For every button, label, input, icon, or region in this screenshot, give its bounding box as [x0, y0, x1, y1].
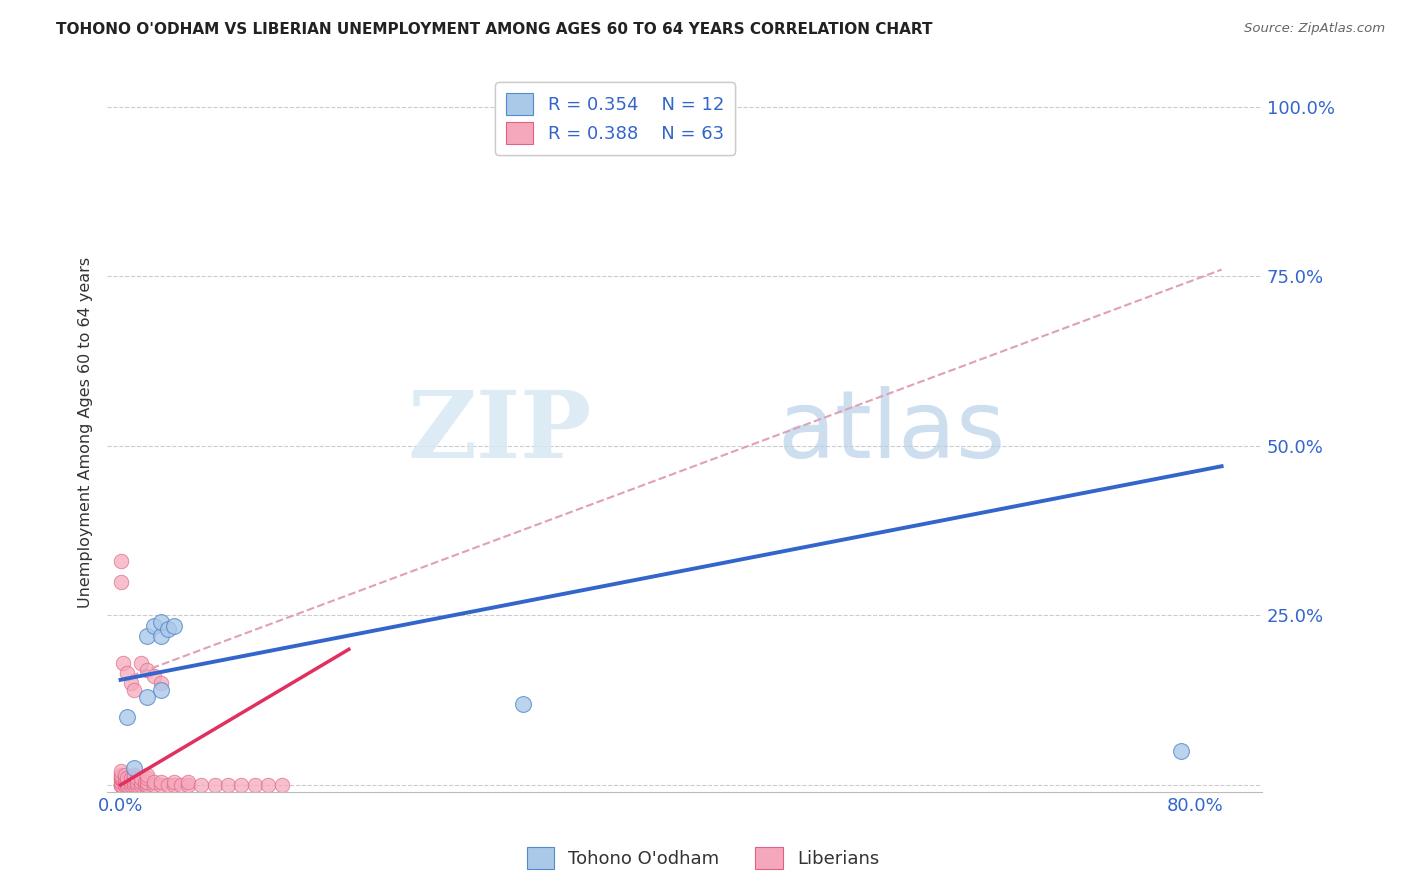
Point: [149, 615, 172, 630]
Point: [163, 778, 186, 792]
Point: [149, 774, 172, 789]
Point: [143, 618, 166, 632]
Point: [117, 778, 139, 792]
Point: [136, 778, 159, 792]
Point: [136, 774, 159, 789]
Point: [270, 778, 292, 792]
Point: [114, 774, 136, 789]
Point: [110, 771, 132, 785]
Point: [122, 774, 145, 789]
Point: [112, 656, 135, 670]
Point: [110, 770, 132, 784]
Point: [143, 778, 166, 792]
Point: [122, 768, 145, 782]
Point: [120, 676, 142, 690]
Point: [110, 764, 132, 779]
Point: [136, 768, 159, 782]
Point: [114, 778, 136, 792]
Point: [122, 778, 145, 792]
Text: Source: ZipAtlas.com: Source: ZipAtlas.com: [1244, 22, 1385, 36]
Text: ZIP: ZIP: [408, 387, 592, 477]
Point: [163, 774, 186, 789]
Text: atlas: atlas: [778, 386, 1005, 478]
Point: [122, 771, 145, 785]
Text: TOHONO O'ODHAM VS LIBERIAN UNEMPLOYMENT AMONG AGES 60 TO 64 YEARS CORRELATION CH: TOHONO O'ODHAM VS LIBERIAN UNEMPLOYMENT …: [56, 22, 932, 37]
Legend: R = 0.354    N = 12, R = 0.388    N = 63: R = 0.354 N = 12, R = 0.388 N = 63: [495, 82, 735, 155]
Point: [110, 768, 132, 782]
Point: [136, 663, 159, 677]
Point: [117, 771, 139, 785]
Point: [136, 629, 159, 643]
Point: [143, 669, 166, 683]
Point: [117, 710, 139, 724]
Point: [122, 761, 145, 775]
Legend: Tohono O'odham, Liberians: Tohono O'odham, Liberians: [517, 838, 889, 879]
Point: [129, 778, 152, 792]
Point: [190, 778, 212, 792]
Point: [134, 778, 156, 792]
Point: [217, 778, 239, 792]
Point: [1170, 744, 1192, 758]
Point: [125, 771, 148, 785]
Point: [149, 683, 172, 698]
Point: [129, 774, 152, 789]
Point: [136, 690, 159, 704]
Point: [136, 771, 159, 785]
Point: [110, 774, 132, 789]
Point: [120, 774, 142, 789]
Point: [110, 772, 132, 787]
Point: [156, 622, 179, 636]
Point: [117, 666, 139, 681]
Point: [204, 778, 226, 792]
Point: [257, 778, 280, 792]
Point: [177, 774, 200, 789]
Point: [120, 778, 142, 792]
Point: [122, 683, 145, 698]
Point: [129, 771, 152, 785]
Point: [231, 778, 253, 792]
Point: [170, 778, 193, 792]
Point: [163, 618, 186, 632]
Point: [110, 778, 132, 792]
Point: [125, 774, 148, 789]
Point: [125, 778, 148, 792]
Point: [120, 771, 142, 785]
Point: [110, 778, 132, 792]
Point: [512, 697, 534, 711]
Point: [114, 771, 136, 785]
Point: [149, 778, 172, 792]
Y-axis label: Unemployment Among Ages 60 to 64 years: Unemployment Among Ages 60 to 64 years: [79, 257, 93, 608]
Point: [117, 774, 139, 789]
Point: [156, 778, 179, 792]
Point: [243, 778, 266, 792]
Point: [143, 774, 166, 789]
Point: [149, 629, 172, 643]
Point: [149, 676, 172, 690]
Point: [110, 778, 132, 792]
Point: [110, 554, 132, 568]
Point: [129, 656, 152, 670]
Point: [114, 768, 136, 782]
Point: [134, 774, 156, 789]
Point: [110, 778, 132, 792]
Point: [110, 574, 132, 589]
Point: [177, 778, 200, 792]
